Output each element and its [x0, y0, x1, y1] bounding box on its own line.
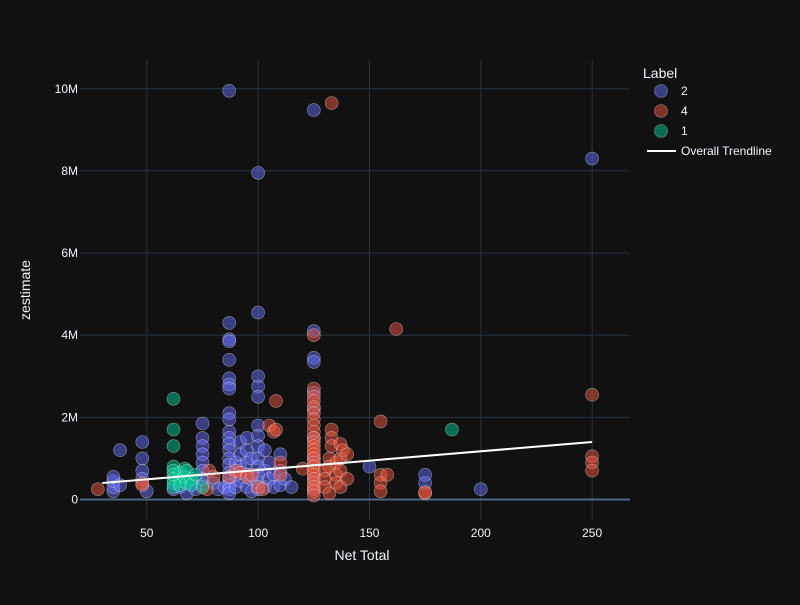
x-tick-label: 250	[582, 526, 602, 540]
data-point[interactable]	[322, 486, 337, 501]
data-point[interactable]	[135, 451, 150, 466]
data-point[interactable]	[269, 422, 283, 437]
data-point[interactable]	[585, 387, 599, 402]
x-tick-label: 50	[140, 526, 154, 540]
data-point[interactable]	[473, 482, 488, 497]
data-point[interactable]	[284, 480, 299, 494]
legend-marker	[654, 124, 668, 138]
data-point[interactable]	[257, 443, 272, 458]
data-point[interactable]	[251, 389, 265, 404]
data-point[interactable]	[222, 352, 236, 367]
y-axis-title: zestimate	[17, 260, 33, 320]
data-point[interactable]	[251, 166, 265, 180]
legend-marker	[654, 104, 668, 118]
data-point[interactable]	[585, 463, 599, 478]
y-grid	[80, 88, 630, 501]
series-1	[166, 391, 459, 494]
data-point[interactable]	[91, 482, 105, 497]
data-point[interactable]	[166, 439, 181, 453]
data-point[interactable]	[166, 391, 181, 406]
plot-area	[80, 60, 630, 520]
legend-items[interactable]: 2 4 1 Overall Trendline	[647, 84, 772, 158]
legend-label: 1	[681, 124, 688, 138]
data-point[interactable]	[324, 96, 339, 110]
legend-item-trendline[interactable]: Overall Trendline	[647, 144, 772, 158]
data-point[interactable]	[306, 328, 321, 343]
x-tick-labels: 50 100 150 200 250	[140, 526, 602, 540]
trendline	[102, 440, 593, 485]
data-point[interactable]	[373, 414, 388, 429]
data-point[interactable]	[340, 472, 355, 486]
legend-item-1[interactable]: 1	[654, 124, 689, 138]
data-point[interactable]	[135, 435, 150, 449]
data-point[interactable]	[340, 447, 355, 462]
x-tick-label: 200	[471, 526, 491, 540]
data-point[interactable]	[195, 480, 210, 494]
data-point[interactable]	[222, 412, 236, 427]
legend-marker	[654, 84, 668, 98]
legend-label: Overall Trendline	[681, 144, 772, 158]
data-point[interactable]	[306, 103, 321, 117]
y-tick-labels: 0 2M 4M 6M 8M 10M	[55, 82, 79, 507]
data-point[interactable]	[195, 416, 210, 431]
data-point[interactable]	[222, 334, 236, 349]
data-point[interactable]	[240, 431, 254, 445]
x-axis-title: Net Total	[335, 547, 390, 563]
y-tick-label: 0	[71, 492, 78, 506]
data-point[interactable]	[222, 316, 236, 330]
y-tick-label: 6M	[61, 246, 78, 260]
trendline-layer	[102, 440, 593, 485]
data-point[interactable]	[585, 151, 599, 166]
legend-item-4[interactable]: 4	[654, 104, 689, 118]
data-point[interactable]	[362, 459, 377, 474]
data-point[interactable]	[222, 381, 236, 396]
data-point[interactable]	[418, 485, 432, 499]
data-point[interactable]	[222, 84, 236, 98]
data-point[interactable]	[251, 305, 265, 320]
data-point[interactable]	[255, 482, 270, 497]
data-point[interactable]	[445, 422, 459, 437]
x-tick-label: 100	[248, 526, 268, 540]
data-point[interactable]	[269, 394, 283, 408]
legend-label: 2	[681, 84, 688, 98]
data-point[interactable]	[380, 467, 395, 482]
data-point[interactable]	[373, 484, 388, 499]
data-point[interactable]	[306, 355, 321, 369]
data-point[interactable]	[166, 422, 181, 437]
data-point[interactable]	[113, 443, 127, 458]
y-tick-label: 4M	[61, 328, 78, 342]
y-tick-label: 8M	[61, 164, 78, 178]
y-tick-label: 10M	[55, 82, 78, 96]
data-point[interactable]	[389, 322, 404, 336]
x-tick-label: 150	[359, 526, 379, 540]
data-point[interactable]	[273, 467, 288, 482]
series-4	[91, 96, 599, 503]
legend-title: Label	[643, 65, 677, 81]
legend-item-2[interactable]: 2	[654, 84, 689, 98]
legend-label: 4	[681, 104, 688, 118]
legend[interactable]: Label 2 4 1 Overall Trendline	[643, 65, 772, 158]
data-point[interactable]	[306, 488, 321, 503]
y-tick-label: 2M	[61, 410, 78, 424]
data-points	[91, 84, 599, 503]
